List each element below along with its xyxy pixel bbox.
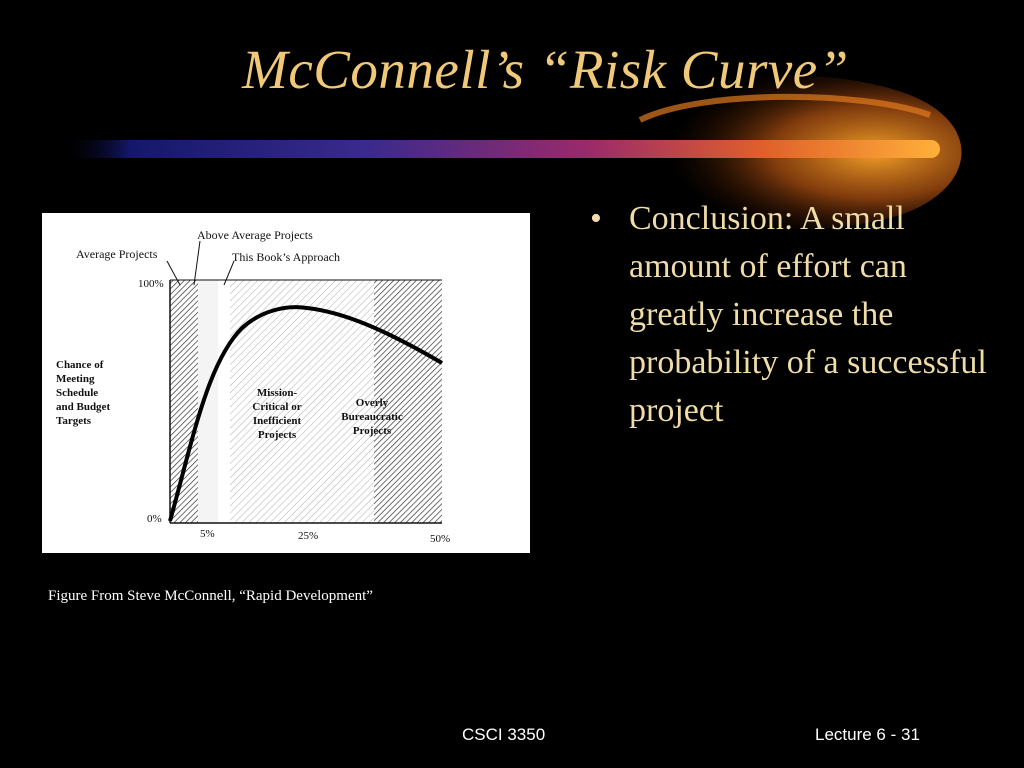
label-bureaucratic: Overly Bureaucratic Projects	[341, 397, 403, 437]
svg-text:Bureaucratic: Bureaucratic	[341, 411, 403, 423]
footer-slide-number: Lecture 6 - 31	[815, 725, 920, 744]
label-mission-critical: Mission- Critical or Inefficient Project…	[252, 387, 301, 441]
svg-text:and Budget: and Budget	[56, 401, 110, 413]
svg-text:Meeting: Meeting	[56, 373, 95, 385]
region-average	[170, 280, 198, 523]
bullet-text: Conclusion: A small amount of effort can…	[629, 200, 987, 429]
y-tick-100: 100%	[138, 278, 164, 290]
risk-curve-line	[168, 305, 444, 522]
region-above-average	[198, 280, 218, 523]
x-tick-5: 5%	[200, 528, 215, 540]
slide-title: McConnell’s “Risk Curve”	[242, 39, 849, 100]
region-bureaucratic	[374, 280, 442, 523]
label-average: Average Projects	[76, 247, 158, 261]
x-tick-25: 25%	[298, 530, 318, 542]
svg-text:Schedule: Schedule	[56, 387, 98, 399]
label-this-book: This Book’s Approach	[232, 250, 340, 264]
svg-text:Mission-: Mission-	[257, 387, 298, 399]
x-tick-50: 50%	[430, 533, 450, 545]
footer-course: CSCI 3350	[462, 725, 546, 744]
figure-caption: Figure From Steve McConnell, “Rapid Deve…	[48, 588, 373, 604]
svg-text:Critical or: Critical or	[252, 401, 301, 413]
svg-text:Inefficient: Inefficient	[253, 415, 302, 427]
y-tick-0: 0%	[147, 513, 162, 525]
svg-text:Targets: Targets	[56, 415, 92, 427]
label-above-average: Above Average Projects	[197, 228, 313, 242]
bullet-item: • Conclusion: A small amount of effort c…	[590, 195, 990, 435]
bullet-list: • Conclusion: A small amount of effort c…	[590, 195, 990, 435]
bullet-marker: •	[590, 200, 602, 237]
svg-text:Projects: Projects	[353, 425, 392, 437]
svg-text:Projects: Projects	[258, 429, 297, 441]
y-axis-label: Chance of Meeting Schedule and Budget Ta…	[56, 359, 110, 427]
risk-curve-figure: Above Average Projects Average Projects …	[42, 213, 530, 553]
risk-curve-svg: Above Average Projects Average Projects …	[56, 228, 450, 545]
svg-text:Overly: Overly	[356, 397, 389, 409]
svg-text:Chance of: Chance of	[56, 359, 104, 371]
